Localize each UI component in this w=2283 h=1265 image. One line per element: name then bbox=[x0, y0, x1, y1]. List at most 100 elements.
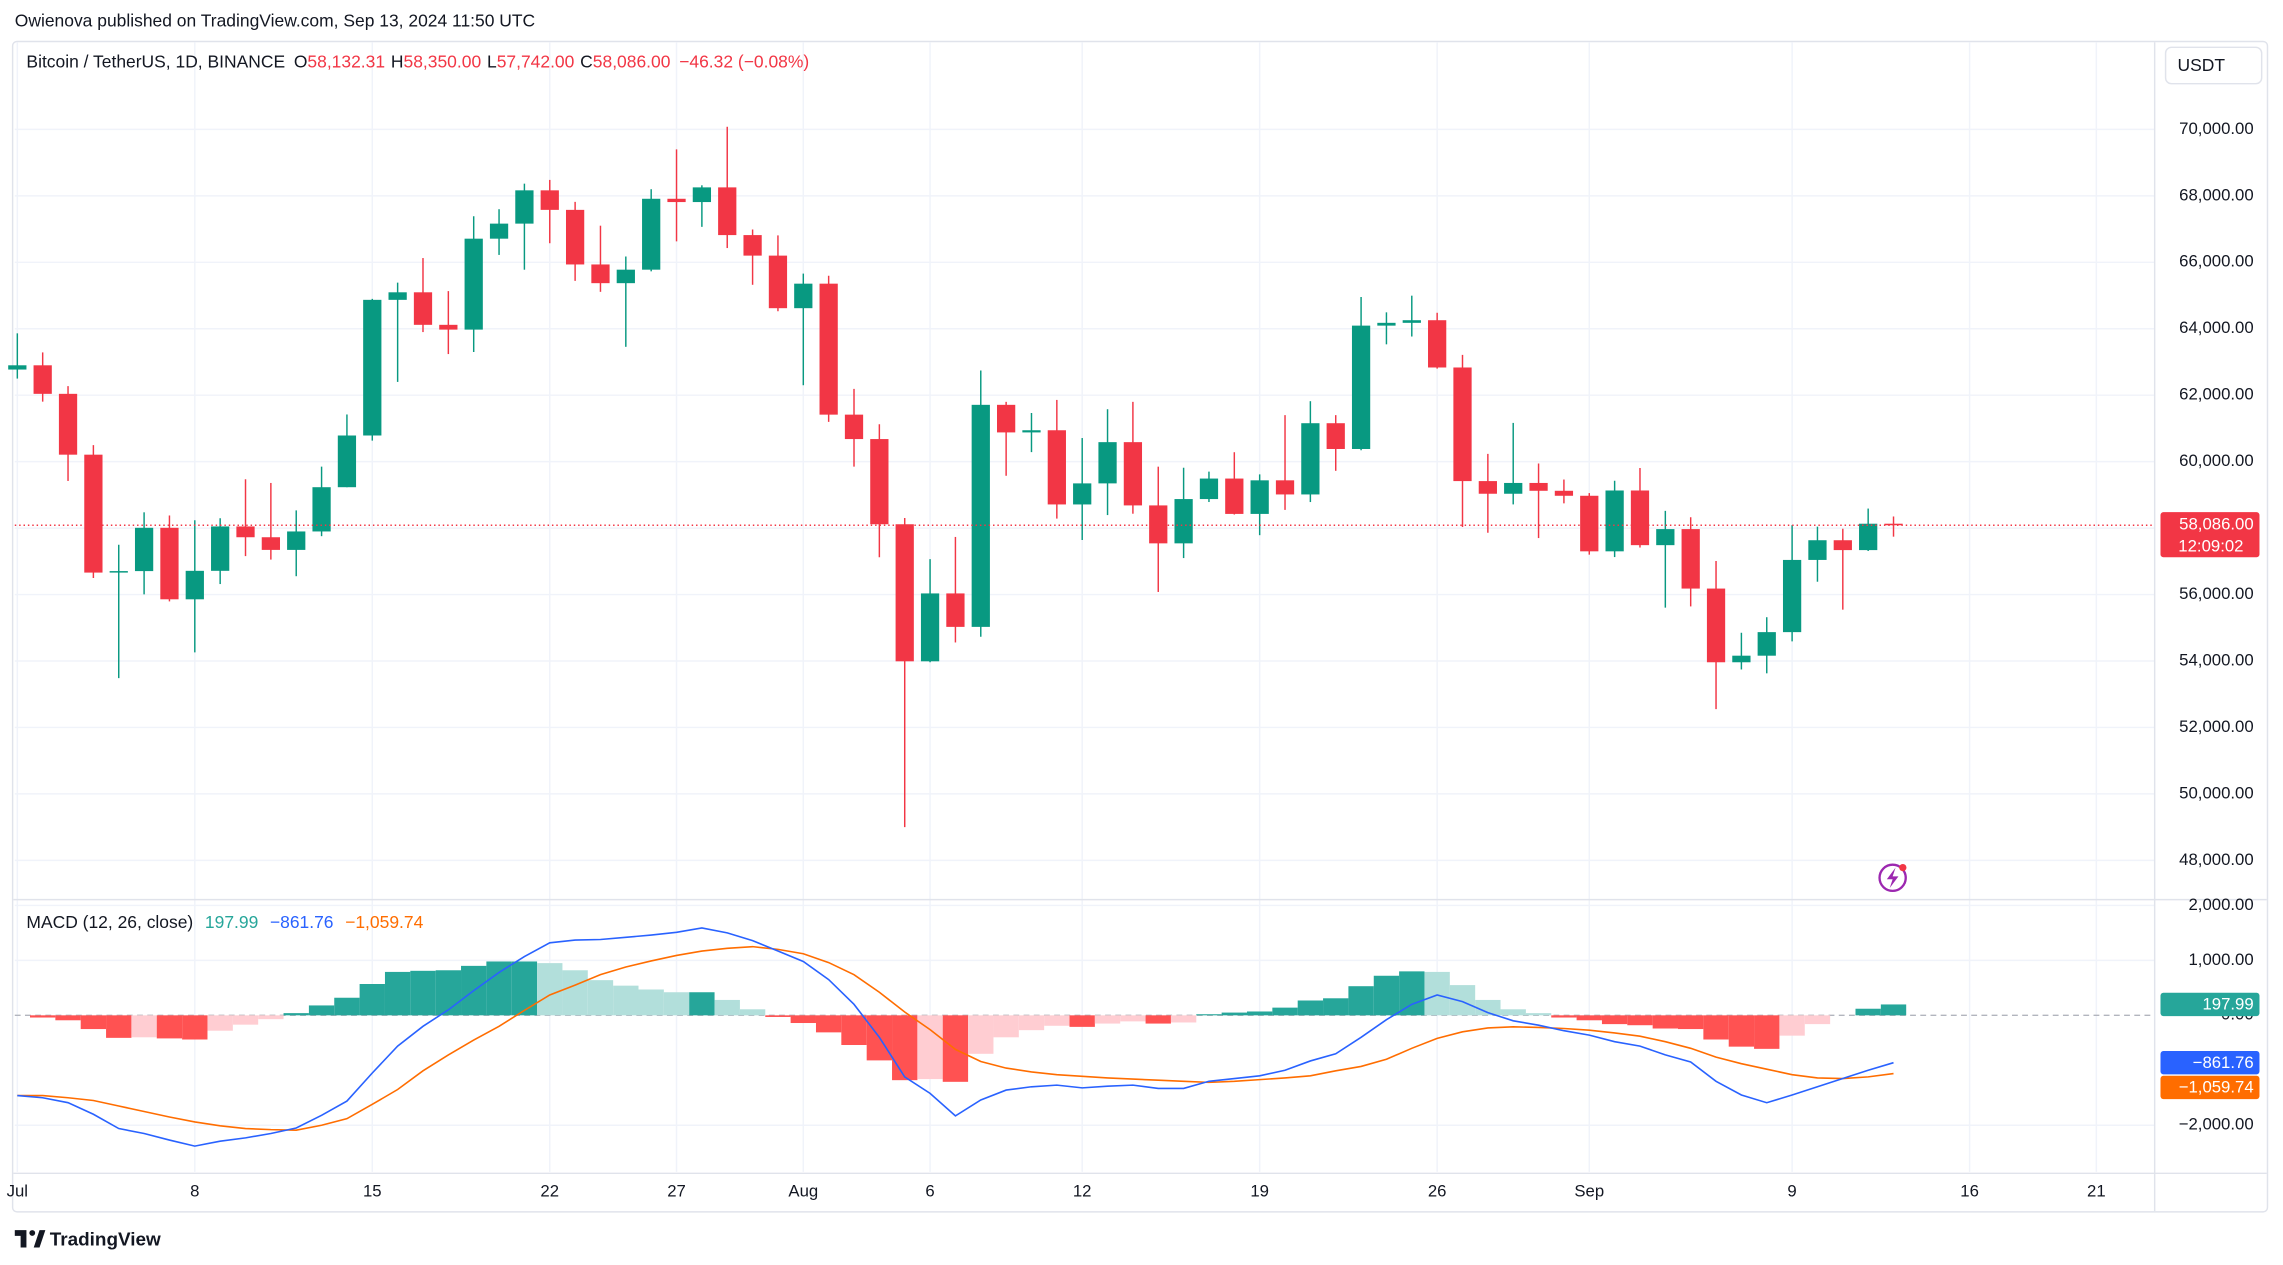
histogram-bar bbox=[207, 1015, 233, 1031]
histogram-bar bbox=[714, 999, 740, 1016]
candle-body bbox=[185, 570, 204, 600]
candle-body bbox=[1301, 423, 1320, 495]
candle-body bbox=[794, 283, 813, 309]
x-tick-label: 6 bbox=[925, 1182, 934, 1201]
legend-change: −46.32 (−0.08%) bbox=[679, 51, 809, 71]
candle-body bbox=[1782, 559, 1802, 633]
histogram-bar bbox=[308, 1005, 335, 1016]
value-box-label: −861.76 bbox=[2193, 1053, 2254, 1072]
candle-body bbox=[946, 593, 965, 627]
x-tick-label: 12 bbox=[1073, 1182, 1092, 1201]
histogram-bar bbox=[1145, 1015, 1171, 1024]
candle-body bbox=[1250, 480, 1269, 514]
histogram-bar bbox=[1348, 986, 1374, 1016]
candle-body bbox=[439, 324, 458, 330]
x-tick-label: Aug bbox=[788, 1182, 818, 1201]
x-tick-label: 9 bbox=[1787, 1182, 1796, 1201]
icon-bolt[interactable] bbox=[1886, 867, 1899, 888]
macd-line bbox=[17, 927, 1894, 1147]
candle-body bbox=[1073, 483, 1092, 505]
x-tick-label: 15 bbox=[363, 1182, 382, 1201]
histogram-bar bbox=[1652, 1015, 1679, 1029]
histogram-bar bbox=[1018, 1015, 1045, 1031]
x-tick-label: 21 bbox=[2087, 1182, 2106, 1201]
candle-body bbox=[642, 198, 661, 270]
histogram-bar bbox=[1804, 1015, 1831, 1025]
histogram-bar bbox=[232, 1015, 259, 1025]
candle-body bbox=[1859, 523, 1878, 551]
x-tick-label: 16 bbox=[1960, 1182, 1979, 1201]
currency-label[interactable]: USDT bbox=[2177, 55, 2225, 75]
x-tick-label: 19 bbox=[1250, 1182, 1269, 1201]
histogram-bar bbox=[258, 1015, 284, 1020]
candle-body bbox=[1428, 320, 1447, 368]
x-tick-label: 26 bbox=[1428, 1182, 1447, 1201]
histogram-bar bbox=[384, 971, 411, 1016]
candle-body bbox=[667, 198, 686, 203]
y-tick-label: 1,000.00 bbox=[2189, 950, 2254, 969]
histogram-bar bbox=[1728, 1015, 1755, 1047]
histogram-bar bbox=[1323, 998, 1349, 1016]
histogram-bar bbox=[283, 1013, 309, 1016]
candle-body bbox=[1174, 499, 1193, 544]
histogram-bar bbox=[1170, 1015, 1197, 1023]
candle-body bbox=[895, 524, 914, 662]
candle-body bbox=[1123, 442, 1143, 506]
signal-line bbox=[17, 945, 1894, 1131]
candle-body bbox=[1656, 529, 1675, 546]
value-box bbox=[2160, 1075, 2260, 1100]
candle-body bbox=[134, 527, 154, 572]
histogram-bar bbox=[410, 970, 436, 1016]
macd-legend-value: −1,059.74 bbox=[345, 912, 423, 932]
y-tick-label: 66,000.00 bbox=[2179, 252, 2253, 271]
currency-button[interactable] bbox=[2164, 46, 2263, 85]
candle-body bbox=[413, 292, 433, 325]
macd-legend-value: 197.99 bbox=[205, 912, 258, 932]
legend-value: 57,742.00 bbox=[497, 51, 575, 71]
histogram-bar bbox=[841, 1015, 867, 1046]
histogram-bar bbox=[968, 1015, 994, 1054]
histogram-bar bbox=[1373, 975, 1400, 1016]
histogram-bar bbox=[1754, 1015, 1780, 1049]
x-tick-label: Sep bbox=[1574, 1182, 1604, 1201]
histogram-bar bbox=[334, 997, 360, 1016]
candle-body bbox=[920, 593, 940, 662]
candle-body bbox=[997, 404, 1016, 433]
x-tick-label: 27 bbox=[667, 1182, 686, 1201]
candle-body bbox=[363, 299, 382, 436]
histogram-bar bbox=[30, 1015, 56, 1018]
histogram-bar bbox=[80, 1015, 107, 1030]
labels: Jul 8 15 22 27 Aug 6 12 19 26 Sep 9 16 21 48,000.00 50,… bbox=[7, 51, 2260, 1201]
candle-body bbox=[1630, 490, 1650, 546]
candle-body bbox=[1351, 325, 1371, 449]
candle-body bbox=[236, 526, 255, 538]
histogram-bar bbox=[486, 961, 512, 1016]
candle-body bbox=[1402, 320, 1421, 323]
histogram-bar bbox=[663, 992, 690, 1016]
histogram-bar bbox=[917, 1015, 943, 1080]
legend: Bitcoin / TetherUS, 1D, BINANCE O58,132.3… bbox=[26, 51, 809, 71]
histogram-bar bbox=[1855, 1008, 1881, 1016]
candle-body bbox=[1833, 540, 1852, 551]
histogram-bar bbox=[1525, 1013, 1552, 1016]
candle-body bbox=[1757, 632, 1776, 656]
lightning-icon[interactable] bbox=[1878, 863, 1907, 893]
histogram-bar bbox=[1627, 1015, 1653, 1026]
last-price-label: 58,086.00 bbox=[2179, 515, 2253, 534]
candle-body bbox=[540, 190, 559, 210]
histogram-bar bbox=[689, 992, 715, 1016]
candle-body bbox=[1504, 482, 1523, 494]
candle-body bbox=[1554, 490, 1574, 496]
y-tick-label: −2,000.00 bbox=[2179, 1115, 2254, 1134]
x-tick-label: 22 bbox=[540, 1182, 559, 1201]
candle-body bbox=[1529, 482, 1548, 491]
legend-key: H bbox=[391, 51, 404, 71]
candle-body bbox=[84, 454, 103, 573]
histogram-bar bbox=[1120, 1015, 1146, 1022]
icon-dot[interactable] bbox=[1899, 863, 1907, 872]
candle-body bbox=[211, 526, 230, 571]
histogram-bar bbox=[613, 985, 639, 1016]
candle-body bbox=[819, 283, 838, 415]
countdown-label: 12:09:02 bbox=[2178, 537, 2243, 556]
candle-body bbox=[1706, 588, 1726, 663]
